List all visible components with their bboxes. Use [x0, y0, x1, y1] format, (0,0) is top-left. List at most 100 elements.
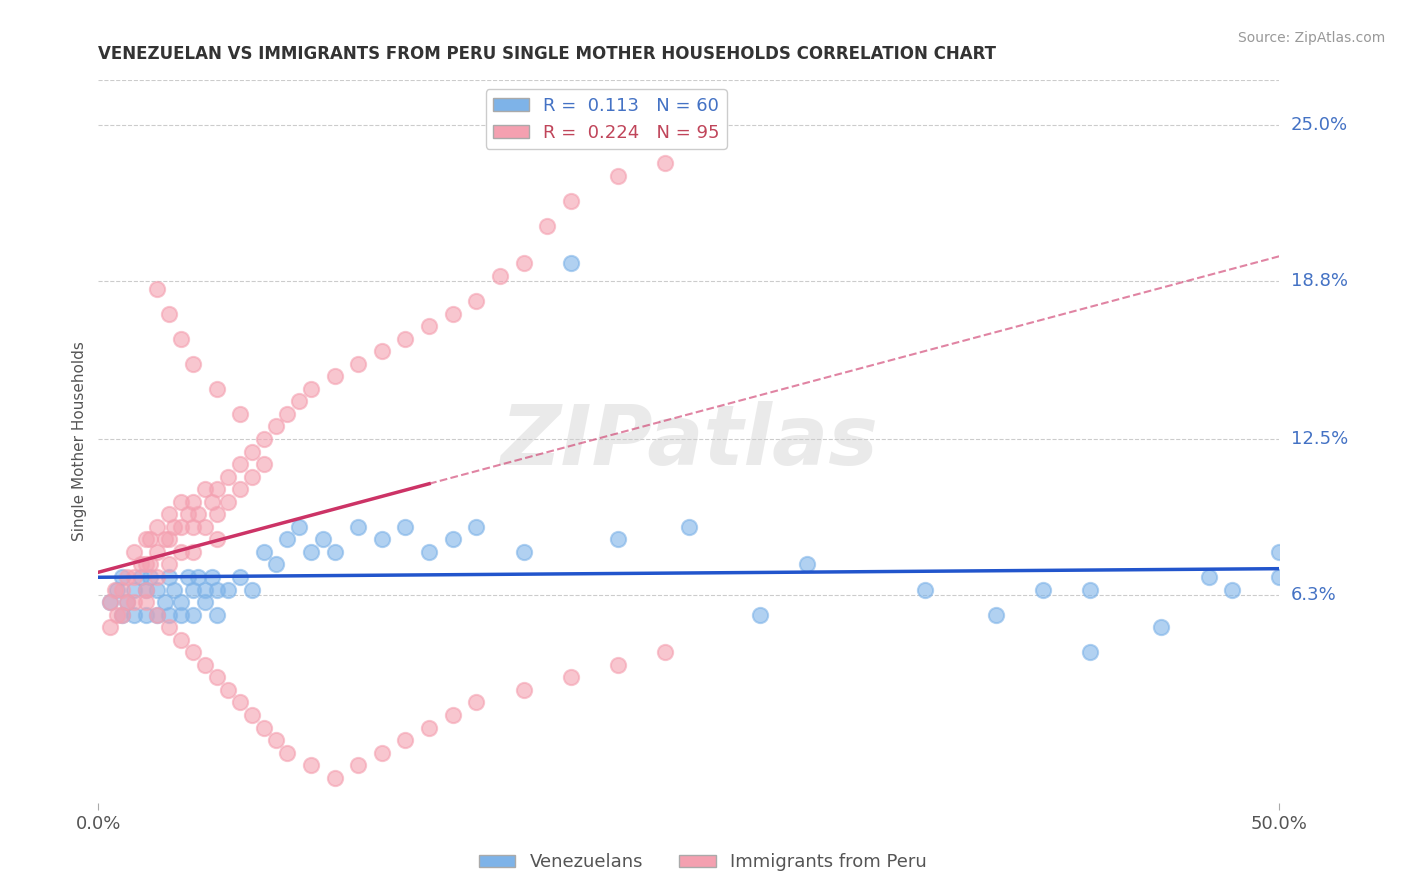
Point — [181, 545, 204, 559]
Point — [170, 545, 193, 559]
Point — [129, 570, 152, 584]
Point — [371, 344, 394, 359]
Point — [105, 607, 128, 622]
Text: ZIPatlas: ZIPatlas — [501, 401, 877, 482]
Legend: Venezuelans, Immigrants from Peru: Venezuelans, Immigrants from Peru — [472, 847, 934, 879]
Point — [560, 194, 582, 208]
Point — [441, 708, 464, 723]
Point — [170, 607, 193, 622]
Point — [181, 607, 204, 622]
Point — [1080, 582, 1102, 597]
Point — [678, 520, 700, 534]
Point — [157, 570, 180, 584]
Point — [654, 645, 676, 659]
Point — [323, 369, 346, 384]
Point — [288, 520, 311, 534]
Point — [194, 482, 217, 496]
Y-axis label: Single Mother Households: Single Mother Households — [72, 342, 87, 541]
Point — [146, 520, 169, 534]
Point — [177, 508, 200, 522]
Point — [181, 357, 204, 371]
Point — [115, 595, 138, 609]
Point — [163, 520, 186, 534]
Point — [512, 545, 534, 559]
Point — [229, 696, 252, 710]
Text: 12.5%: 12.5% — [1291, 430, 1348, 448]
Point — [201, 494, 224, 508]
Point — [240, 469, 263, 483]
Point — [264, 733, 287, 747]
Point — [122, 582, 145, 597]
Point — [135, 582, 157, 597]
Point — [157, 620, 180, 634]
Point — [253, 721, 276, 735]
Point — [187, 508, 209, 522]
Point — [111, 607, 134, 622]
Text: 18.8%: 18.8% — [1291, 272, 1347, 290]
Point — [347, 520, 370, 534]
Point — [323, 545, 346, 559]
Point — [276, 407, 298, 421]
Point — [299, 382, 322, 396]
Point — [347, 357, 370, 371]
Point — [194, 595, 217, 609]
Point — [796, 558, 818, 572]
Point — [129, 558, 152, 572]
Point — [394, 520, 416, 534]
Point — [418, 545, 440, 559]
Point — [217, 469, 239, 483]
Point — [122, 545, 145, 559]
Point — [122, 607, 145, 622]
Point — [111, 582, 134, 597]
Point — [170, 332, 193, 346]
Text: 25.0%: 25.0% — [1291, 117, 1348, 135]
Point — [394, 733, 416, 747]
Point — [240, 708, 263, 723]
Point — [217, 494, 239, 508]
Point — [560, 256, 582, 270]
Point — [170, 632, 193, 647]
Point — [177, 570, 200, 584]
Point — [465, 520, 488, 534]
Point — [181, 494, 204, 508]
Point — [288, 394, 311, 409]
Point — [654, 156, 676, 170]
Point — [170, 595, 193, 609]
Point — [418, 721, 440, 735]
Point — [170, 520, 193, 534]
Point — [748, 607, 770, 622]
Point — [135, 558, 157, 572]
Point — [394, 332, 416, 346]
Point — [205, 533, 228, 547]
Point — [240, 582, 263, 597]
Point — [115, 595, 138, 609]
Point — [371, 746, 394, 760]
Point — [1150, 620, 1173, 634]
Point — [139, 533, 162, 547]
Text: VENEZUELAN VS IMMIGRANTS FROM PERU SINGLE MOTHER HOUSEHOLDS CORRELATION CHART: VENEZUELAN VS IMMIGRANTS FROM PERU SINGL… — [98, 45, 997, 63]
Point — [253, 545, 276, 559]
Point — [240, 444, 263, 458]
Point — [441, 307, 464, 321]
Point — [418, 319, 440, 334]
Point — [205, 508, 228, 522]
Point — [205, 482, 228, 496]
Point — [217, 682, 239, 697]
Point — [157, 607, 180, 622]
Point — [229, 407, 252, 421]
Text: Source: ZipAtlas.com: Source: ZipAtlas.com — [1237, 31, 1385, 45]
Point — [205, 607, 228, 622]
Point — [607, 657, 630, 672]
Point — [465, 294, 488, 309]
Point — [157, 307, 180, 321]
Point — [139, 570, 162, 584]
Point — [135, 595, 157, 609]
Point — [135, 582, 157, 597]
Point — [153, 533, 176, 547]
Point — [1198, 570, 1220, 584]
Point — [157, 558, 180, 572]
Point — [1220, 582, 1243, 597]
Point — [181, 582, 204, 597]
Point — [105, 582, 128, 597]
Point — [489, 268, 512, 283]
